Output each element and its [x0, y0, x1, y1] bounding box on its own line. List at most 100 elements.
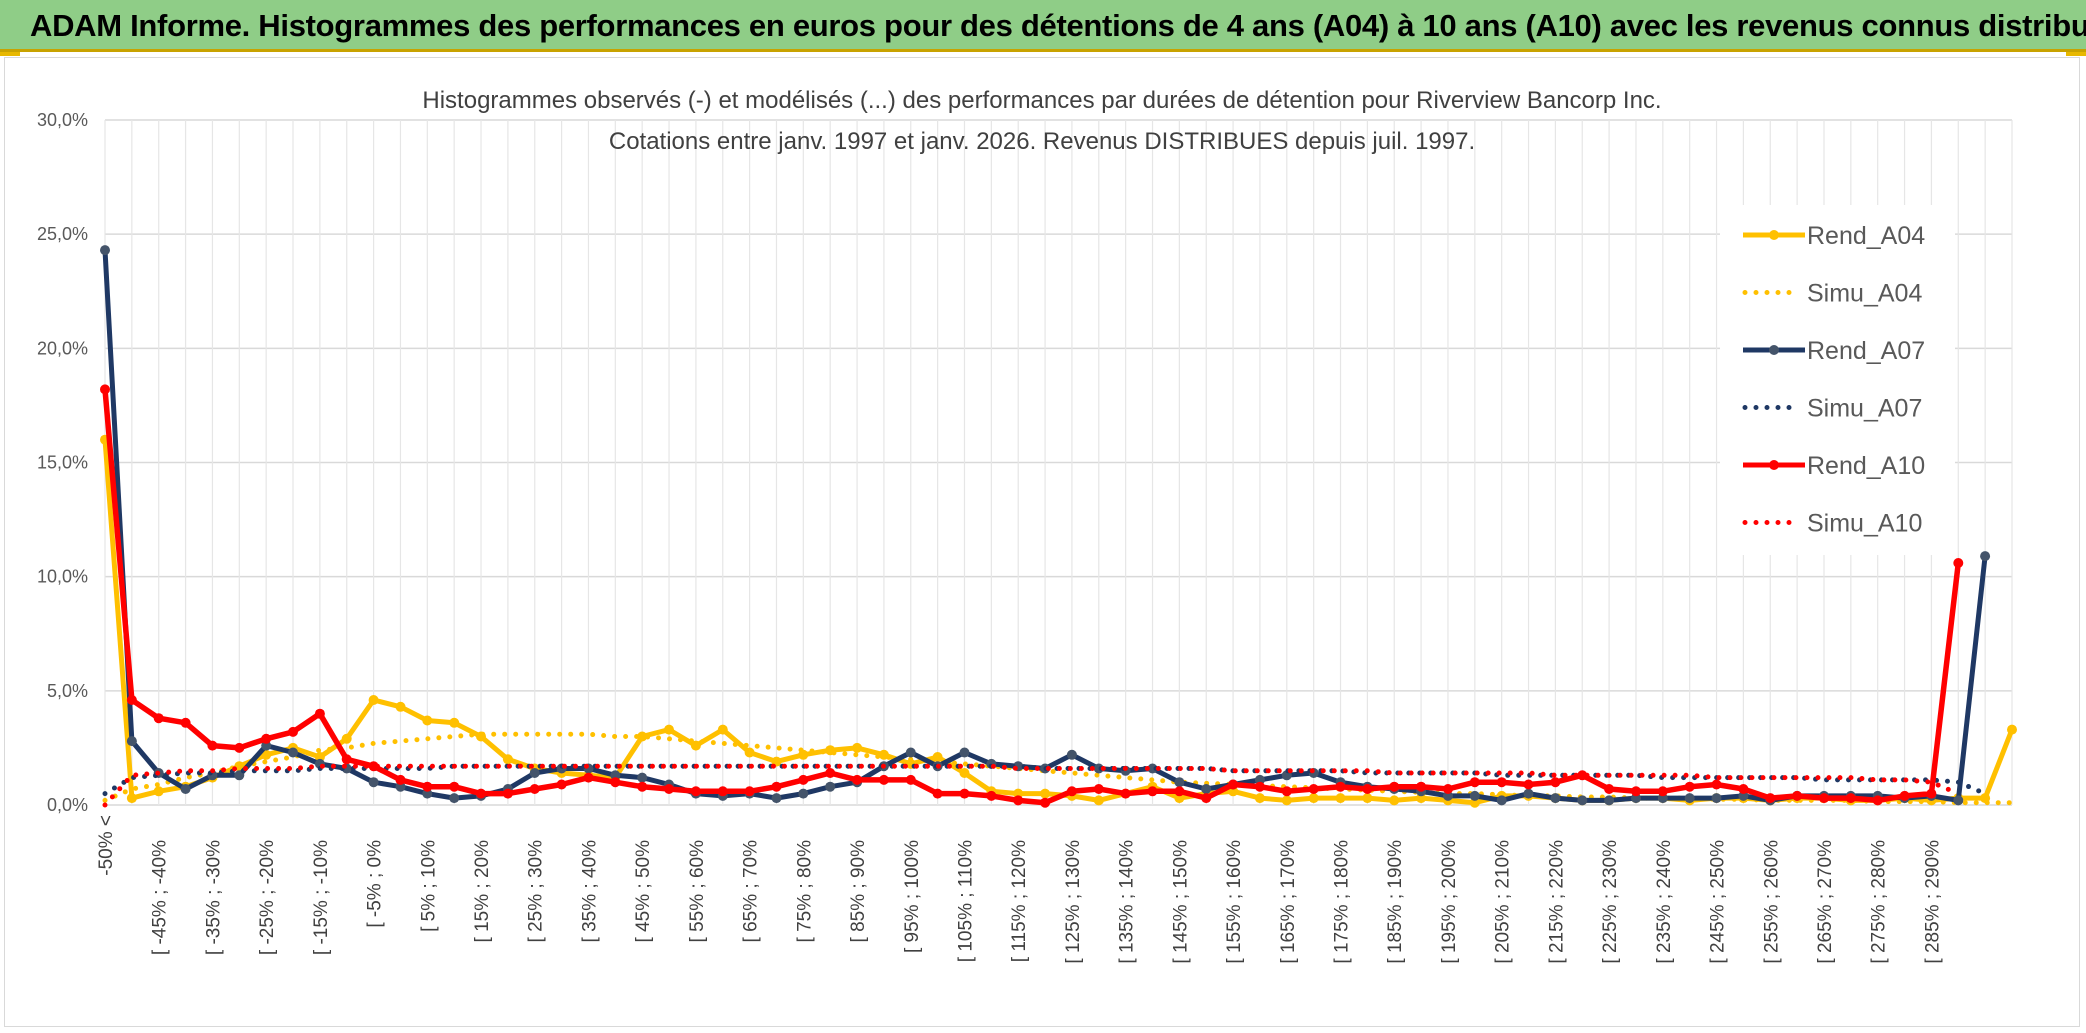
data-point	[1174, 786, 1185, 797]
legend-item: Rend_A04	[1743, 222, 1925, 250]
data-point	[1684, 781, 1695, 792]
data-point	[234, 742, 245, 753]
x-tick-label: [ 155% ; 160%	[1224, 840, 1245, 964]
data-point	[610, 777, 621, 788]
data-point	[368, 777, 379, 788]
data-point	[690, 786, 701, 797]
x-tick-label: [ 235% ; 240%	[1654, 840, 1675, 964]
y-tick-label: 30,0%	[37, 110, 88, 130]
data-point	[1953, 795, 1964, 806]
data-point	[341, 733, 352, 744]
data-point	[1577, 795, 1588, 806]
data-point	[1201, 784, 1212, 794]
data-point	[1980, 551, 1991, 562]
data-point	[1738, 784, 1749, 794]
data-point	[261, 749, 272, 760]
data-point	[878, 774, 889, 785]
x-tick-label: [ 215% ; 220%	[1546, 840, 1567, 964]
y-tick-label: 5,0%	[47, 681, 88, 701]
legend-item: Simu_A04	[1742, 280, 1922, 308]
data-point	[556, 779, 567, 790]
x-tick-label: [ 25% ; 30%	[526, 840, 547, 943]
x-tick-label: [ 55% ; 60%	[687, 840, 708, 943]
data-point	[852, 774, 863, 785]
legend-label: Simu_A10	[1807, 510, 1922, 538]
data-point	[1819, 793, 1829, 804]
x-tick-label: [ 175% ; 180%	[1332, 840, 1353, 964]
legend-item: Simu_A07	[1742, 395, 1922, 423]
data-point	[1389, 781, 1400, 792]
data-point	[100, 384, 110, 395]
x-tick-label: [ 15% ; 20%	[472, 840, 493, 943]
data-point	[1631, 786, 1641, 797]
data-point	[959, 788, 970, 799]
data-point	[1254, 793, 1265, 804]
corner-accent-right	[2066, 52, 2086, 56]
data-point	[1523, 788, 1534, 799]
data-point	[1147, 763, 1158, 774]
x-tick-label: -50% <	[96, 815, 117, 876]
data-point	[637, 731, 648, 742]
data-point	[1792, 790, 1803, 801]
data-point	[476, 788, 486, 799]
data-point	[1147, 786, 1158, 797]
legend-label: Simu_A04	[1807, 280, 1922, 308]
data-point	[959, 747, 970, 758]
data-point	[1684, 793, 1695, 804]
chart-subtitle: Cotations entre janv. 1997 et janv. 2026…	[609, 128, 1475, 155]
data-point	[583, 772, 594, 783]
data-point	[664, 784, 674, 794]
data-point	[422, 715, 433, 726]
x-tick-label: [ 65% ; 70%	[741, 840, 762, 943]
data-point	[798, 774, 809, 785]
data-point	[1040, 797, 1051, 808]
data-point	[905, 747, 916, 758]
data-point	[1066, 749, 1077, 760]
x-tick-label: [ 35% ; 40%	[579, 840, 600, 943]
data-point	[449, 793, 460, 804]
data-point	[1281, 795, 1292, 806]
data-point	[1335, 793, 1346, 804]
data-point	[959, 768, 970, 778]
data-point	[717, 786, 728, 797]
data-point	[502, 754, 513, 765]
data-point	[744, 747, 755, 758]
data-point	[1040, 788, 1051, 799]
data-point	[1953, 558, 1964, 568]
chart-frame	[4, 57, 2080, 1027]
x-tick-label: [ -25% ; -20%	[257, 840, 278, 955]
data-point	[1738, 790, 1749, 801]
legend-label: Rend_A10	[1807, 452, 1925, 480]
data-point	[207, 740, 218, 751]
corner-accent-left	[0, 52, 20, 56]
data-point	[1469, 777, 1480, 788]
data-point	[502, 788, 513, 799]
y-tick-label: 10,0%	[37, 567, 88, 587]
data-point	[637, 781, 648, 792]
x-tick-label: [ 75% ; 80%	[794, 840, 815, 943]
x-tick-label: [ 225% ; 230%	[1600, 840, 1621, 964]
data-point	[449, 717, 460, 728]
data-point	[341, 754, 352, 765]
data-point	[1711, 779, 1722, 790]
data-point	[180, 784, 191, 794]
data-point	[1013, 795, 1024, 806]
data-point	[368, 695, 379, 705]
header-title: ADAM Informe. Histogrammes des performan…	[30, 8, 2086, 43]
y-axis: 0,0% 5,0% 10,0% 15,0% 20,0% 25,0% 30,0%	[37, 110, 88, 815]
data-point	[1389, 795, 1400, 806]
data-point	[1845, 793, 1856, 804]
data-point	[825, 768, 836, 778]
data-point	[932, 752, 943, 762]
data-point	[637, 772, 648, 783]
data-point	[798, 788, 809, 799]
data-point	[1120, 788, 1131, 799]
data-point	[1335, 781, 1346, 792]
x-tick-label: [ 105% ; 110%	[955, 840, 976, 962]
x-tick-label: [ -45% ; -40%	[150, 840, 171, 955]
series-Simu_A07	[102, 763, 1988, 797]
data-point	[153, 786, 164, 797]
data-point	[1523, 779, 1534, 790]
data-point	[153, 713, 164, 724]
